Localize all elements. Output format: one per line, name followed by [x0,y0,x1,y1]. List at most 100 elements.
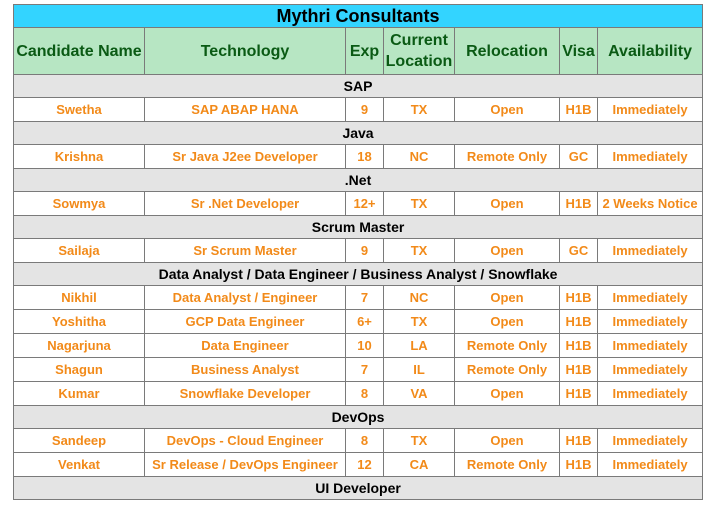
cell-availability: Immediately [596,144,704,169]
cell-availability: Immediately [596,357,704,382]
section-ui-developer: UI Developer [12,476,704,500]
table-row: Yoshitha GCP Data Engineer 6+ TX Open H1… [13,309,704,334]
cell-relocation: Open [454,97,560,122]
cell-location: TX [383,97,455,122]
section-devops: DevOps [12,405,704,429]
cell-name: Sowmya [13,191,145,216]
header-technology: Technology [144,27,346,75]
cell-name: Nikhil [13,285,145,310]
cell-availability: Immediately [596,238,704,263]
cell-visa: H1B [559,191,598,216]
cell-exp: 12 [345,452,384,477]
table-row: Venkat Sr Release / DevOps Engineer 12 C… [13,452,704,477]
cell-availability: Immediately [596,333,704,358]
table-row: Sailaja Sr Scrum Master 9 TX Open GC Imm… [13,238,704,263]
cell-visa: H1B [559,97,598,122]
cell-relocation: Open [454,285,560,310]
cell-visa: H1B [559,285,598,310]
cell-technology: Data Analyst / Engineer [144,285,346,310]
cell-location: LA [383,333,455,358]
cell-technology: DevOps - Cloud Engineer [144,428,346,453]
cell-exp: 10 [345,333,384,358]
cell-relocation: Remote Only [454,333,560,358]
table-row: Shagun Business Analyst 7 IL Remote Only… [13,357,704,382]
cell-availability: Immediately [596,285,704,310]
section-sap: SAP [12,74,704,98]
cell-exp: 6+ [345,309,384,334]
cell-location: TX [383,238,455,263]
cell-visa: H1B [559,428,598,453]
section-row: SAP [12,74,704,98]
cell-technology: Sr Java J2ee Developer [144,144,346,169]
cell-relocation: Open [454,428,560,453]
cell-exp: 8 [345,428,384,453]
table-row: Swetha SAP ABAP HANA 9 TX Open H1B Immed… [13,97,704,122]
cell-technology: GCP Data Engineer [144,309,346,334]
cell-technology: Sr Scrum Master [144,238,346,263]
cell-exp: 8 [345,381,384,406]
cell-relocation: Open [454,309,560,334]
cell-technology: Sr Release / DevOps Engineer [144,452,346,477]
table-row: Nikhil Data Analyst / Engineer 7 NC Open… [13,285,704,310]
cell-technology: SAP ABAP HANA [144,97,346,122]
cell-name: Shagun [13,357,145,382]
table-title: Mythri Consultants [12,4,704,28]
section-row: UI Developer [12,476,704,500]
table-row: Sandeep DevOps - Cloud Engineer 8 TX Ope… [13,428,704,453]
cell-location: CA [383,452,455,477]
cell-exp: 7 [345,357,384,382]
cell-name: Yoshitha [13,309,145,334]
header-location-line2: Location [385,53,453,70]
cell-name: Venkat [13,452,145,477]
cell-relocation: Open [454,191,560,216]
header-exp: Exp [345,27,384,75]
cell-technology: Sr .Net Developer [144,191,346,216]
section-scrum-master: Scrum Master [12,215,704,239]
section-row: Scrum Master [12,215,704,239]
cell-exp: 12+ [345,191,384,216]
header-current-location: Current Location [383,27,455,75]
cell-location: NC [383,285,455,310]
cell-relocation: Remote Only [454,357,560,382]
section-data: Data Analyst / Data Engineer / Business … [12,262,704,286]
cell-location: TX [383,191,455,216]
cell-name: Nagarjuna [13,333,145,358]
section-row: Data Analyst / Data Engineer / Business … [12,262,704,286]
cell-technology: Business Analyst [144,357,346,382]
cell-availability: Immediately [596,97,704,122]
cell-name: Sailaja [13,238,145,263]
header-availability: Availability [596,27,704,75]
cell-relocation: Remote Only [454,452,560,477]
cell-technology: Snowflake Developer [144,381,346,406]
section-net: .Net [12,168,704,192]
section-row: Java [12,121,704,145]
cell-visa: H1B [559,381,598,406]
cell-exp: 9 [345,97,384,122]
cell-name: Krishna [13,144,145,169]
cell-availability: 2 Weeks Notice [596,191,704,216]
cell-visa: H1B [559,452,598,477]
cell-availability: Immediately [596,309,704,334]
cell-relocation: Open [454,381,560,406]
cell-availability: Immediately [596,381,704,406]
cell-location: VA [383,381,455,406]
cell-name: Kumar [13,381,145,406]
cell-availability: Immediately [596,428,704,453]
cell-visa: GC [559,144,598,169]
table-row: Krishna Sr Java J2ee Developer 18 NC Rem… [13,144,704,169]
table-row: Nagarjuna Data Engineer 10 LA Remote Onl… [13,333,704,358]
cell-exp: 9 [345,238,384,263]
section-row: .Net [12,168,704,192]
cell-visa: H1B [559,309,598,334]
cell-location: IL [383,357,455,382]
cell-location: NC [383,144,455,169]
cell-technology: Data Engineer [144,333,346,358]
cell-exp: 7 [345,285,384,310]
cell-location: TX [383,428,455,453]
cell-relocation: Open [454,238,560,263]
section-row: DevOps [12,405,704,429]
section-java: Java [12,121,704,145]
title-row: Mythri Consultants [12,4,704,28]
header-candidate-name: Candidate Name [13,27,145,75]
cell-relocation: Remote Only [454,144,560,169]
